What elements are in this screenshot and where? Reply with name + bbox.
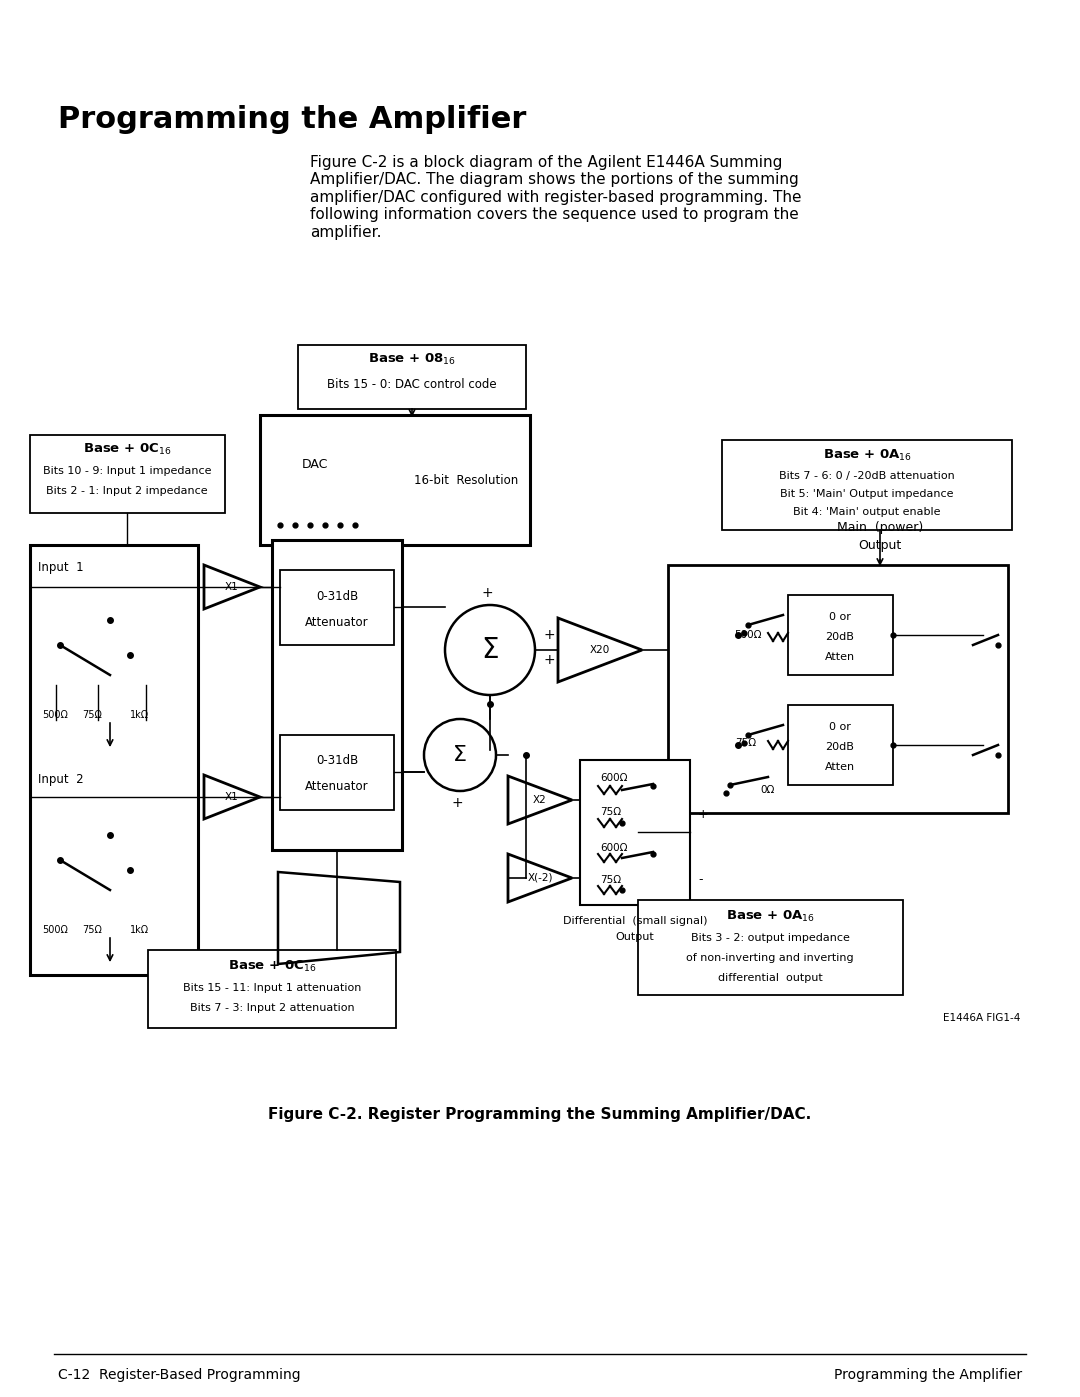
Bar	[272, 541, 402, 849]
Text: 75Ω: 75Ω	[82, 710, 102, 719]
Text: Bits 7 - 3: Input 2 attenuation: Bits 7 - 3: Input 2 attenuation	[190, 1003, 354, 1013]
Text: 75Ω: 75Ω	[82, 925, 102, 935]
Text: 75Ω: 75Ω	[600, 807, 621, 817]
Text: 0-31dB: 0-31dB	[315, 590, 359, 602]
Bar	[30, 545, 198, 975]
Text: Atten: Atten	[825, 761, 855, 773]
Text: Attenuator: Attenuator	[306, 616, 368, 629]
Bar	[580, 760, 690, 905]
Text: Base + 0A$_{16}$: Base + 0A$_{16}$	[726, 908, 814, 923]
Text: E1446A FIG1-4: E1446A FIG1-4	[943, 1013, 1020, 1023]
Text: X1: X1	[225, 583, 239, 592]
Text: Differential  (small signal): Differential (small signal)	[563, 916, 707, 926]
Bar	[298, 345, 526, 409]
Text: Bits 10 - 9: Input 1 impedance: Bits 10 - 9: Input 1 impedance	[43, 467, 212, 476]
Text: Σ: Σ	[453, 745, 467, 766]
Text: Bits 3 - 2: output impedance: Bits 3 - 2: output impedance	[690, 933, 850, 943]
Text: +: +	[543, 652, 555, 666]
Text: 0Ω: 0Ω	[760, 785, 775, 795]
Bar	[669, 564, 1008, 813]
Text: X20: X20	[590, 645, 610, 655]
Text: 0 or: 0 or	[829, 722, 851, 732]
Text: Bits 15 - 11: Input 1 attenuation: Bits 15 - 11: Input 1 attenuation	[183, 983, 361, 993]
Text: Bits 7 - 6: 0 / -20dB attenuation: Bits 7 - 6: 0 / -20dB attenuation	[779, 471, 955, 481]
Text: Programming the Amplifier: Programming the Amplifier	[58, 105, 526, 134]
Text: Main  (power): Main (power)	[837, 521, 923, 534]
Text: Programming the Amplifier: Programming the Amplifier	[834, 1368, 1022, 1382]
Text: X(-2): X(-2)	[527, 873, 553, 883]
Text: 500Ω: 500Ω	[42, 925, 68, 935]
Bar	[280, 570, 394, 645]
Text: of non-inverting and inverting: of non-inverting and inverting	[686, 953, 854, 963]
Bar	[30, 434, 225, 513]
Text: 0 or: 0 or	[829, 612, 851, 622]
Text: Base + 0A$_{16}$: Base + 0A$_{16}$	[823, 447, 912, 462]
Text: -: -	[698, 873, 702, 887]
Text: Atten: Atten	[825, 652, 855, 662]
Text: Base + 0C$_{16}$: Base + 0C$_{16}$	[228, 958, 316, 974]
Text: differential  output: differential output	[717, 972, 822, 983]
Text: +: +	[482, 585, 492, 599]
Text: Σ: Σ	[482, 636, 499, 664]
Text: 0-31dB: 0-31dB	[315, 754, 359, 767]
Text: Base + 0C$_{16}$: Base + 0C$_{16}$	[83, 441, 172, 457]
Bar	[723, 440, 1012, 529]
Bar	[788, 595, 893, 675]
Text: DAC: DAC	[301, 458, 328, 472]
Bar	[148, 950, 396, 1028]
Text: +: +	[543, 629, 555, 643]
Text: +: +	[698, 809, 708, 821]
Text: Figure C-2 is a block diagram of the Agilent E1446A Summing
Amplifier/DAC. The d: Figure C-2 is a block diagram of the Agi…	[310, 155, 801, 240]
Text: 1kΩ: 1kΩ	[130, 925, 149, 935]
Text: 20dB: 20dB	[825, 631, 854, 643]
Text: 500Ω: 500Ω	[734, 630, 761, 640]
Text: 75Ω: 75Ω	[735, 738, 757, 747]
Bar	[788, 705, 893, 785]
Text: Output: Output	[616, 932, 654, 942]
Text: +: +	[451, 796, 463, 810]
Text: C-12  Register-Based Programming: C-12 Register-Based Programming	[58, 1368, 300, 1382]
Text: 1kΩ: 1kΩ	[130, 710, 149, 719]
Text: Input  1: Input 1	[38, 560, 83, 574]
Bar	[260, 415, 530, 545]
Text: X2: X2	[534, 795, 546, 805]
Text: 75Ω: 75Ω	[600, 875, 621, 886]
Text: Attenuator: Attenuator	[306, 781, 368, 793]
Bar	[638, 900, 903, 995]
Text: Figure C-2. Register Programming the Summing Amplifier/DAC.: Figure C-2. Register Programming the Sum…	[268, 1108, 812, 1123]
Bar	[280, 735, 394, 810]
Text: Bits 2 - 1: Input 2 impedance: Bits 2 - 1: Input 2 impedance	[46, 486, 207, 496]
Text: Output: Output	[859, 538, 902, 552]
Text: X1: X1	[225, 792, 239, 802]
Text: Bits 15 - 0: DAC control code: Bits 15 - 0: DAC control code	[327, 379, 497, 391]
Text: 600Ω: 600Ω	[600, 773, 627, 782]
Text: 20dB: 20dB	[825, 742, 854, 752]
Text: 600Ω: 600Ω	[600, 842, 627, 854]
Text: Base + 08$_{16}$: Base + 08$_{16}$	[368, 352, 456, 366]
Text: 500Ω: 500Ω	[42, 710, 68, 719]
Text: Input  2: Input 2	[38, 774, 83, 787]
Text: Bit 4: 'Main' output enable: Bit 4: 'Main' output enable	[793, 507, 941, 517]
Text: 16-bit  Resolution: 16-bit Resolution	[414, 474, 518, 486]
Text: Bit 5: 'Main' Output impedance: Bit 5: 'Main' Output impedance	[780, 489, 954, 499]
